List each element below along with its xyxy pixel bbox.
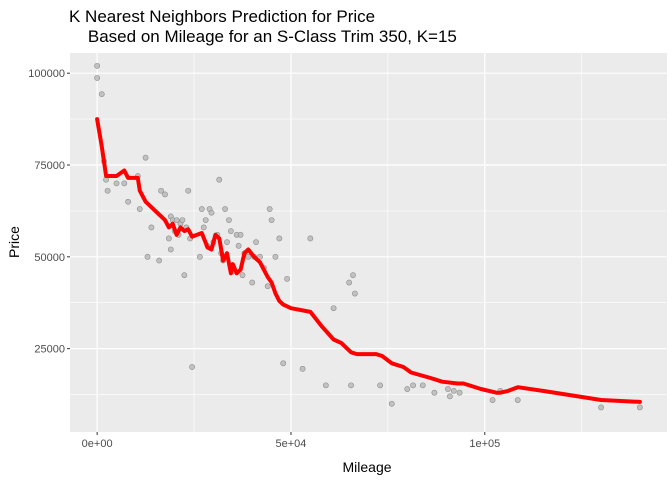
scatter-point	[125, 198, 132, 205]
scatter-point	[94, 62, 101, 69]
scatter-point	[377, 382, 384, 389]
scatter-point	[222, 206, 228, 212]
scatter-point	[264, 283, 271, 290]
scatter-point	[235, 242, 242, 249]
scatter-point	[636, 404, 643, 411]
scatter-point	[268, 217, 275, 223]
scatter-point	[121, 180, 128, 187]
plot-panel	[70, 53, 667, 432]
scatter-point	[598, 404, 604, 411]
scatter-point	[346, 279, 353, 286]
axis-ticks: 0e+00 5e+04 1e+05 25000 50000 75000 100000	[28, 68, 500, 450]
scatter-point	[198, 206, 205, 212]
x-tick-label: 1e+05	[469, 438, 500, 450]
scatter-point	[456, 389, 463, 396]
scatter-point	[94, 75, 101, 81]
scatter-point	[224, 239, 230, 246]
scatter-point	[148, 224, 155, 231]
scatter-point	[322, 382, 329, 389]
grid-major	[70, 53, 667, 432]
scatter-point	[216, 176, 223, 183]
scatter-point	[253, 239, 259, 246]
y-axis-title: Price	[6, 226, 22, 258]
scatter-point	[257, 253, 263, 260]
scatter-point	[179, 217, 186, 223]
scatter-point	[189, 364, 196, 370]
scatter-point	[104, 187, 111, 194]
scatter-point	[447, 393, 453, 400]
scatter-point	[410, 382, 416, 389]
scatter-point	[98, 91, 105, 98]
chart-title-line2: Based on Mileage for an S-Class Trim 350…	[69, 27, 457, 46]
scatter-point	[196, 253, 203, 260]
scatter-point	[200, 224, 207, 231]
scatter-point	[514, 397, 521, 403]
scatter-point	[181, 272, 188, 279]
scatter-point	[167, 246, 174, 253]
scatter-point	[227, 228, 234, 235]
y-tick-label: 100000	[28, 68, 65, 80]
scatter-point	[276, 235, 283, 242]
scatter-point	[431, 389, 438, 396]
y-tick-label: 50000	[34, 252, 65, 264]
scatter-point	[330, 305, 337, 312]
scatter-point	[348, 382, 354, 389]
chart-title-line1: K Nearest Neighbors Prediction for Price	[69, 7, 375, 26]
scatter-point	[142, 154, 149, 161]
scatter-point	[239, 272, 246, 279]
scatter-point	[144, 253, 151, 260]
grid-minor	[70, 53, 667, 432]
x-tick-label: 0e+00	[82, 438, 113, 450]
scatter-point	[404, 386, 411, 392]
y-tick-label: 25000	[34, 344, 65, 356]
scatter-point	[158, 187, 165, 194]
scatter-point	[156, 257, 163, 264]
scatter-point	[299, 365, 306, 372]
y-tick-label: 75000	[34, 160, 65, 172]
scatter-point	[266, 206, 273, 212]
scatter-point	[445, 386, 451, 392]
scatter-point	[280, 360, 287, 367]
scatter-point	[237, 231, 244, 238]
scatter-point	[245, 253, 252, 260]
x-axis-title: Mileage	[342, 459, 391, 475]
scatter-point	[162, 191, 168, 198]
scatter-point	[173, 217, 180, 223]
scatter-point	[489, 397, 496, 403]
scatter-point	[352, 290, 358, 297]
scatter-point	[185, 187, 192, 194]
scatter-point	[419, 382, 426, 389]
scatter-point	[136, 206, 143, 212]
scatter-point	[165, 235, 172, 242]
scatter-point	[113, 180, 120, 187]
scatter-point	[350, 272, 356, 279]
scatter-point	[388, 400, 395, 407]
x-tick-label: 5e+04	[276, 438, 307, 450]
scatter-point	[450, 387, 457, 394]
scatter-point	[226, 217, 232, 223]
scatter-point	[284, 275, 290, 282]
scatter-point	[208, 209, 215, 216]
scatter-point	[249, 279, 256, 286]
scatter-point	[202, 217, 209, 223]
scatter-point	[307, 235, 314, 242]
scatter-point	[272, 253, 279, 260]
knn-prediction-line	[95, 117, 642, 404]
